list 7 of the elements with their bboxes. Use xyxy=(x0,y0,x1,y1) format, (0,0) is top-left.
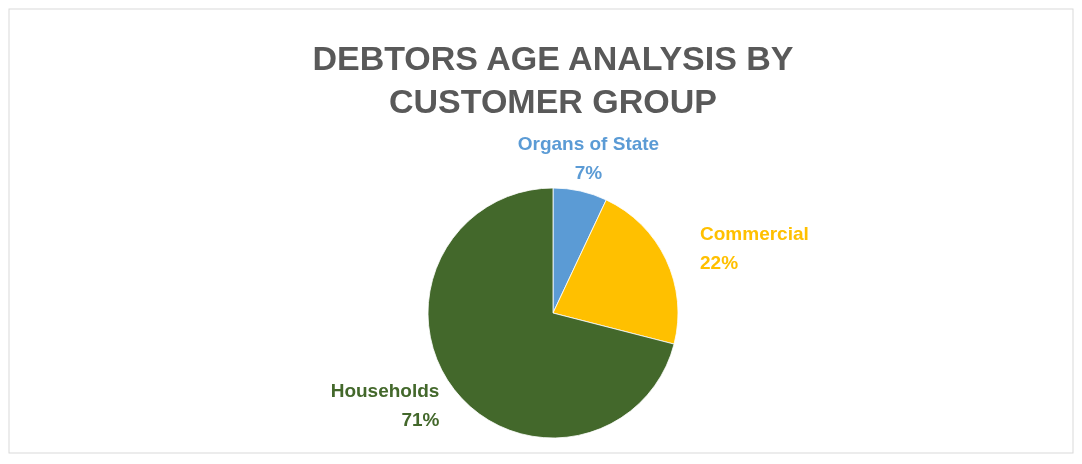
chart-title: DEBTORS AGE ANALYSIS BY CUSTOMER GROUP xyxy=(312,39,794,120)
data-label: 22% xyxy=(700,251,739,273)
slice-label: Commercial xyxy=(700,222,809,244)
slice-label: Organs of State xyxy=(517,133,660,155)
data-label: 71% xyxy=(401,409,440,431)
slice-label: Households xyxy=(330,380,440,402)
data-label: 7% xyxy=(574,162,603,184)
